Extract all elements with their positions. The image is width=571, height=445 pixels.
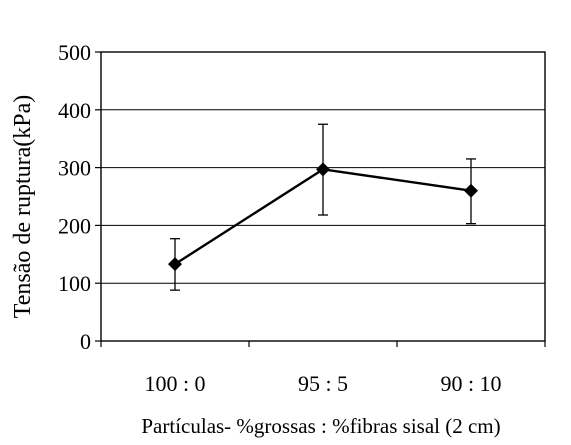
x-tick-label: 90 : 10 bbox=[440, 371, 501, 396]
x-axis-ticks: 100 : 0 95 : 5 90 : 10 bbox=[100, 341, 546, 396]
y-axis-ticks: 0 100 200 300 400 500 bbox=[58, 40, 101, 354]
x-tick-label: 100 : 0 bbox=[144, 371, 205, 396]
y-tick-label: 200 bbox=[58, 213, 91, 238]
x-tick-label: 95 : 5 bbox=[298, 371, 348, 396]
data-point-diamond bbox=[316, 162, 330, 177]
y-tick-label: 500 bbox=[58, 40, 91, 65]
series-layer bbox=[168, 123, 478, 291]
plot-area-frame bbox=[100, 51, 546, 342]
y-tick-label: 100 bbox=[58, 271, 91, 296]
y-axis-label: Tensão de ruptura(kPa) bbox=[10, 95, 36, 319]
data-point-diamond bbox=[464, 183, 478, 198]
y-tick-label: 0 bbox=[80, 329, 91, 354]
data-point-diamond bbox=[168, 257, 182, 272]
y-tick-label: 300 bbox=[58, 156, 91, 181]
y-tick-label: 400 bbox=[58, 98, 91, 123]
x-axis-label: Partículas- %grossas : %fibras sisal (2 … bbox=[141, 414, 500, 438]
